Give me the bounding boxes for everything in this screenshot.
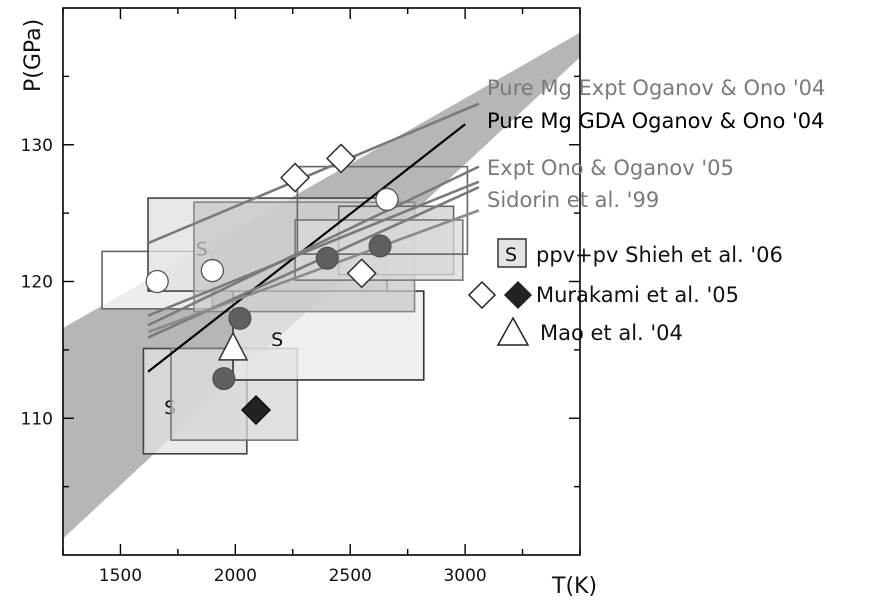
y-tick-label-130: 130 bbox=[21, 136, 53, 156]
y-tick-label-120: 120 bbox=[21, 273, 53, 293]
marker-4-2 bbox=[315, 246, 339, 270]
box-label-3: S bbox=[271, 329, 283, 351]
trend-line-4 bbox=[147, 180, 480, 317]
legend-s-box-letter: S bbox=[505, 244, 517, 266]
marker-3-0 bbox=[145, 269, 169, 294]
marker-2-0 bbox=[217, 331, 249, 361]
marker-0-0 bbox=[280, 162, 311, 193]
plot-area: SSS1500200025003000110120130 bbox=[21, 7, 581, 586]
marker-1-0 bbox=[240, 394, 272, 426]
trend-line-5 bbox=[147, 209, 480, 334]
marker-0-2 bbox=[346, 258, 377, 289]
x-axis-label: T(K) bbox=[551, 574, 597, 599]
legend-filled-diamond-icon bbox=[503, 280, 533, 310]
x-tick-label-2500: 2500 bbox=[329, 566, 372, 586]
legend-s-box-symbol bbox=[497, 238, 527, 268]
trend-line-0 bbox=[147, 102, 480, 245]
trend-line-2 bbox=[147, 165, 480, 327]
annotation-pure-mg-gda: Pure Mg GDA Oganov & Ono '04 bbox=[487, 109, 825, 133]
marker-0-1 bbox=[325, 143, 357, 174]
marker-3-1 bbox=[200, 258, 225, 283]
x-tick-label-2000: 2000 bbox=[214, 566, 257, 586]
marker-3-2 bbox=[375, 187, 399, 212]
x-tick-label-1500: 1500 bbox=[99, 566, 142, 586]
y-tick-label-110: 110 bbox=[21, 409, 53, 429]
legend: S ppv+pv Shieh et al. '06 Murakami et al… bbox=[467, 238, 783, 346]
marker-4-0 bbox=[212, 367, 236, 391]
x-tick-label-3000: 3000 bbox=[443, 566, 486, 586]
y-axis-label: P(GPa) bbox=[21, 19, 46, 92]
legend-label-mao: Mao et al. '04 bbox=[540, 321, 683, 345]
legend-open-diamond-icon bbox=[467, 280, 497, 310]
annotation-expt-ono: Expt Ono & Oganov '05 bbox=[487, 156, 734, 180]
annotation-pure-mg-expt: Pure Mg Expt Oganov & Ono '04 bbox=[487, 76, 825, 100]
annotation-sidorin: Sidorin et al. '99 bbox=[487, 188, 659, 212]
marker-4-1 bbox=[228, 306, 252, 330]
legend-label-shieh: ppv+pv Shieh et al. '06 bbox=[536, 243, 783, 267]
marker-4-3 bbox=[368, 234, 392, 258]
legend-open-triangle-icon bbox=[496, 316, 530, 346]
legend-label-murakami: Murakami et al. '05 bbox=[536, 283, 739, 307]
